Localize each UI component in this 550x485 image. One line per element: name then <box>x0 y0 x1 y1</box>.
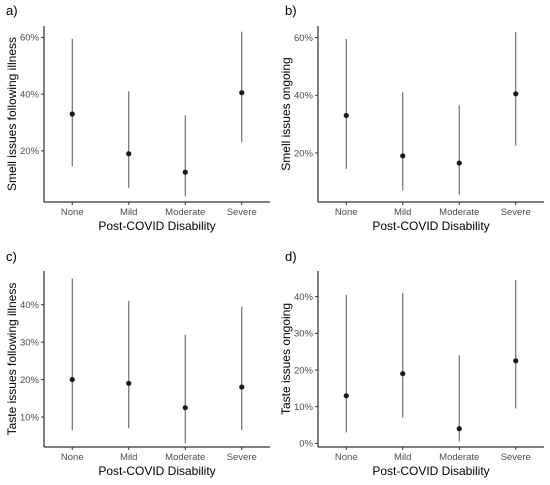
y-tick-label: 10% <box>20 412 40 423</box>
panel-label: a) <box>6 3 18 18</box>
x-tick-label: Moderate <box>165 452 205 463</box>
x-axis-title: Post-COVID Disability <box>98 464 215 478</box>
data-point <box>182 405 188 411</box>
y-axis-title: Taste issues following illness <box>5 283 19 436</box>
data-point <box>239 384 245 390</box>
data-point <box>69 111 75 117</box>
panel-label: d) <box>285 249 297 264</box>
panel-d: d) 0% 10% 20% 30% 40% None Mild Moderate Severe Po… <box>279 249 544 478</box>
panel-label: b) <box>285 3 297 18</box>
x-axis-title: Post-COVID Disability <box>372 219 489 233</box>
data-point <box>126 151 132 157</box>
panel-label: c) <box>6 249 17 264</box>
panel-a: a) 20% 40% 60% None Mild Moderate Severe Post-CO… <box>5 3 270 233</box>
data-point <box>343 112 349 119</box>
y-tick-label: 0% <box>299 439 313 450</box>
x-axis-title: Post-COVID Disability <box>98 219 215 233</box>
x-tick-label: Severe <box>227 452 257 463</box>
y-tick-label: 40% <box>20 89 40 100</box>
y-tick-label: 60% <box>294 33 314 44</box>
data-point <box>400 153 406 159</box>
y-tick-label: 20% <box>20 375 40 386</box>
x-tick-label: Moderate <box>165 207 205 218</box>
x-tick-label: Mild <box>120 207 137 218</box>
data-point <box>239 90 245 96</box>
data-point <box>343 393 349 399</box>
y-tick-label: 30% <box>294 329 314 340</box>
x-tick-label: Severe <box>501 207 531 218</box>
data-point <box>513 358 519 364</box>
y-axis-title: Taste issues ongoing <box>279 303 293 415</box>
x-axis-title: Post-COVID Disability <box>372 464 489 478</box>
data-point <box>456 426 462 432</box>
x-tick-label: Mild <box>394 452 411 463</box>
data-point <box>182 169 188 175</box>
y-tick-label: 40% <box>20 300 40 311</box>
data-point <box>126 380 132 386</box>
y-tick-label: 40% <box>294 91 314 102</box>
y-tick-label: 60% <box>20 33 40 44</box>
data-point <box>69 376 75 383</box>
y-axis-title: Smell issues ongoing <box>279 57 293 170</box>
x-tick-label: Mild <box>394 207 411 218</box>
x-tick-label: Severe <box>227 207 257 218</box>
x-tick-label: Moderate <box>439 207 479 218</box>
x-tick-label: Moderate <box>439 452 479 463</box>
x-tick-label: None <box>335 207 358 218</box>
data-point <box>400 371 406 377</box>
x-tick-label: None <box>335 452 358 463</box>
y-axis-title: Smell issues following illness <box>5 37 19 191</box>
x-tick-label: Mild <box>120 452 137 463</box>
y-tick-label: 20% <box>294 365 314 376</box>
y-tick-label: 20% <box>294 148 314 159</box>
x-tick-label: Severe <box>501 452 531 463</box>
data-point <box>513 91 519 97</box>
x-tick-label: None <box>61 452 84 463</box>
y-tick-label: 20% <box>20 146 40 157</box>
panel-b: b) 20% 40% 60% None Mild Moderate Severe Post-CO… <box>279 3 544 233</box>
y-tick-label: 40% <box>294 292 314 303</box>
panel-c: c) 10% 20% 30% 40% None Mild Moderate Severe Post… <box>5 249 270 478</box>
x-tick-label: None <box>61 207 84 218</box>
y-tick-label: 10% <box>294 402 314 413</box>
data-point <box>456 160 462 166</box>
y-tick-label: 30% <box>20 337 40 348</box>
